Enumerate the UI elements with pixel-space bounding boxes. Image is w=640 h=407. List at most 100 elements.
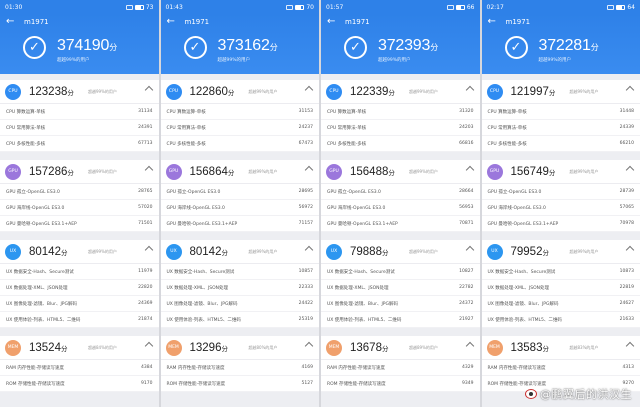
total-score-value: 373162 — [217, 37, 270, 54]
section-ux: UX 80142分 超越99%的用户 UX 数据安全-Hash、Secure测试 108… — [160, 240, 319, 328]
chevron-up-icon[interactable] — [465, 165, 474, 175]
back-arrow-icon[interactable]: ← — [487, 16, 496, 27]
chevron-up-icon[interactable] — [304, 85, 314, 95]
battery-percent: 64 — [627, 3, 635, 11]
score-row-value: 24339 — [619, 125, 634, 130]
status-icons: 70 — [286, 4, 314, 11]
chevron-up-icon[interactable] — [625, 341, 635, 351]
chevron-up-icon[interactable] — [465, 245, 474, 255]
section-mem: MEM 13583分 超越83%的用户 RAM 内存性能-存储读写速度 4313 ROM … — [481, 336, 640, 392]
chevron-up-icon[interactable] — [625, 85, 635, 95]
checkmark-icon: ✓ — [23, 36, 46, 59]
total-score-value: 372281 — [538, 37, 591, 54]
cpu-icon: CPU — [326, 83, 342, 100]
score-row-value: 71157 — [298, 221, 313, 226]
total-beats-text: 超越99%的用户 — [57, 58, 90, 63]
section-ux-header[interactable]: UX 79952分 超越99%的用户 — [481, 240, 640, 264]
checkmark-icon: ✓ — [183, 36, 207, 59]
section-cpu: CPU 121997分 超越99%的用户 CPU 算数运算-单核 31448 CPU 常用… — [481, 80, 640, 152]
section-beats-text: 超越99%的用户 — [569, 168, 599, 174]
signal-icon — [446, 4, 454, 10]
score-row-value: 31153 — [298, 109, 313, 114]
score-row-label: UX 图像处理-滤镜、Blur、JPG解码 — [166, 301, 238, 307]
chevron-up-icon[interactable] — [144, 165, 153, 175]
chevron-up-icon[interactable] — [144, 245, 153, 255]
score-row-value: 28739 — [619, 189, 634, 194]
score-header: ← m1971 ✓ 373162分 超越99%的用户 — [160, 14, 319, 74]
chevron-up-icon[interactable] — [465, 341, 474, 351]
section-cpu-header[interactable]: CPU 122339分 超越99%的用户 — [321, 80, 480, 104]
section-cpu: CPU 122339分 超越99%的用户 CPU 算数运算-单核 31320 CPU 常用… — [321, 80, 480, 152]
chevron-up-icon[interactable] — [625, 165, 635, 175]
score-row-label: UX 数据安全-Hash、Secure测试 — [487, 269, 556, 275]
score-row-label: GPU 曼哈顿-OpenGL ES3.1+AEP — [6, 221, 77, 227]
section-score-value: 121997 — [510, 85, 549, 98]
score-row-value: 24391 — [138, 125, 153, 130]
score-row-value: 22819 — [619, 285, 634, 290]
chevron-up-icon[interactable] — [144, 85, 153, 95]
score-row-value: 22782 — [459, 285, 474, 290]
section-score-unit: 分 — [548, 89, 556, 97]
chevron-up-icon[interactable] — [465, 85, 474, 95]
section-score-value: 13678 — [350, 341, 382, 354]
mem-icon: MEM — [5, 339, 21, 356]
section-cpu-header[interactable]: CPU 121997分 超越99%的用户 — [481, 80, 640, 104]
score-row: CPU 算数运算-单核 31448 — [481, 104, 640, 120]
section-score-value: 13524 — [29, 341, 61, 354]
mem-icon: MEM — [486, 339, 503, 356]
section-mem-header[interactable]: MEM 13583分 超越83%的用户 — [481, 336, 640, 360]
score-row: ROM 存储性能-存储读写速度 9170 — [0, 376, 159, 392]
score-row: CPU 常用算法-单核 24391 — [0, 120, 159, 136]
weibo-icon — [525, 389, 537, 399]
section-score-unit: 分 — [227, 89, 235, 97]
section-gpu-header[interactable]: GPU 157286分 超越99%的用户 — [0, 160, 159, 184]
score-row-value: 24627 — [619, 301, 634, 306]
gpu-icon: GPU — [165, 163, 182, 180]
battery-icon — [134, 4, 144, 10]
section-gpu-header[interactable]: GPU 156864分 超越99%的用户 — [160, 160, 319, 184]
chevron-up-icon[interactable] — [144, 341, 153, 351]
section-ux-header[interactable]: UX 80142分 超越99%的用户 — [160, 240, 319, 264]
score-row-value: 25319 — [298, 317, 313, 322]
section-ux-header[interactable]: UX 79888分 超越99%的用户 — [321, 240, 480, 264]
chevron-up-icon[interactable] — [304, 165, 314, 175]
section-score-unit: 分 — [548, 169, 556, 177]
chevron-up-icon[interactable] — [625, 245, 635, 255]
section-score-value: 156749 — [510, 165, 549, 178]
section-mem-header[interactable]: MEM 13678分 超越89%的用户 — [321, 336, 480, 360]
back-arrow-icon[interactable]: ← — [6, 16, 15, 27]
status-time: 02:17 — [486, 3, 504, 11]
section-ux-header[interactable]: UX 80142分 超越99%的用户 — [0, 240, 159, 264]
section-score-unit: 分 — [381, 345, 389, 353]
section-beats-text: 超越80%的用户 — [248, 344, 278, 350]
section-score-value: 79952 — [510, 245, 543, 258]
section-score: 123238分 — [29, 86, 74, 98]
back-arrow-icon[interactable]: ← — [166, 16, 175, 27]
score-row: UX 使用体验-列表、HTML5、二维码 21633 — [481, 312, 640, 328]
score-row-value: 28664 — [459, 189, 474, 194]
score-row-label: RAM 内存性能-存储读写速度 — [327, 365, 385, 371]
cpu-icon: CPU — [486, 83, 503, 100]
section-gpu-header[interactable]: GPU 156488分 超越99%的用户 — [321, 160, 480, 184]
back-arrow-icon[interactable]: ← — [327, 16, 336, 27]
section-mem-header[interactable]: MEM 13524分 超越84%的用户 — [0, 336, 159, 360]
score-row-label: CPU 算数运算-单核 — [487, 109, 527, 115]
section-mem-header[interactable]: MEM 13296分 超越80%的用户 — [160, 336, 319, 360]
score-row: UX 数据安全-Hash、Secure测试 10873 — [481, 264, 640, 280]
section-cpu-header[interactable]: CPU 122860分 超越99%的用户 — [160, 80, 319, 104]
section-cpu-header[interactable]: CPU 123238分 超越99%的用户 — [0, 80, 159, 104]
score-row-value: 70871 — [459, 221, 474, 226]
section-score-unit: 分 — [388, 89, 395, 97]
section-beats-text: 超越84%的用户 — [88, 344, 117, 350]
chevron-up-icon[interactable] — [304, 341, 314, 351]
score-row-label: CPU 多核性能-多核 — [487, 141, 527, 147]
total-score: 374190分 — [57, 37, 117, 56]
score-row-value: 28765 — [138, 189, 153, 194]
section-score: 13678分 — [350, 342, 388, 354]
chevron-up-icon[interactable] — [304, 245, 314, 255]
section-score: 80142分 — [29, 246, 67, 258]
score-row-label: UX 数据安全-Hash、Secure测试 — [166, 269, 235, 275]
battery-icon — [295, 4, 305, 10]
section-gpu-header[interactable]: GPU 156749分 超越99%的用户 — [481, 160, 640, 184]
score-row-label: UX 图像处理-滤镜、Blur、JPG解码 — [487, 301, 559, 307]
